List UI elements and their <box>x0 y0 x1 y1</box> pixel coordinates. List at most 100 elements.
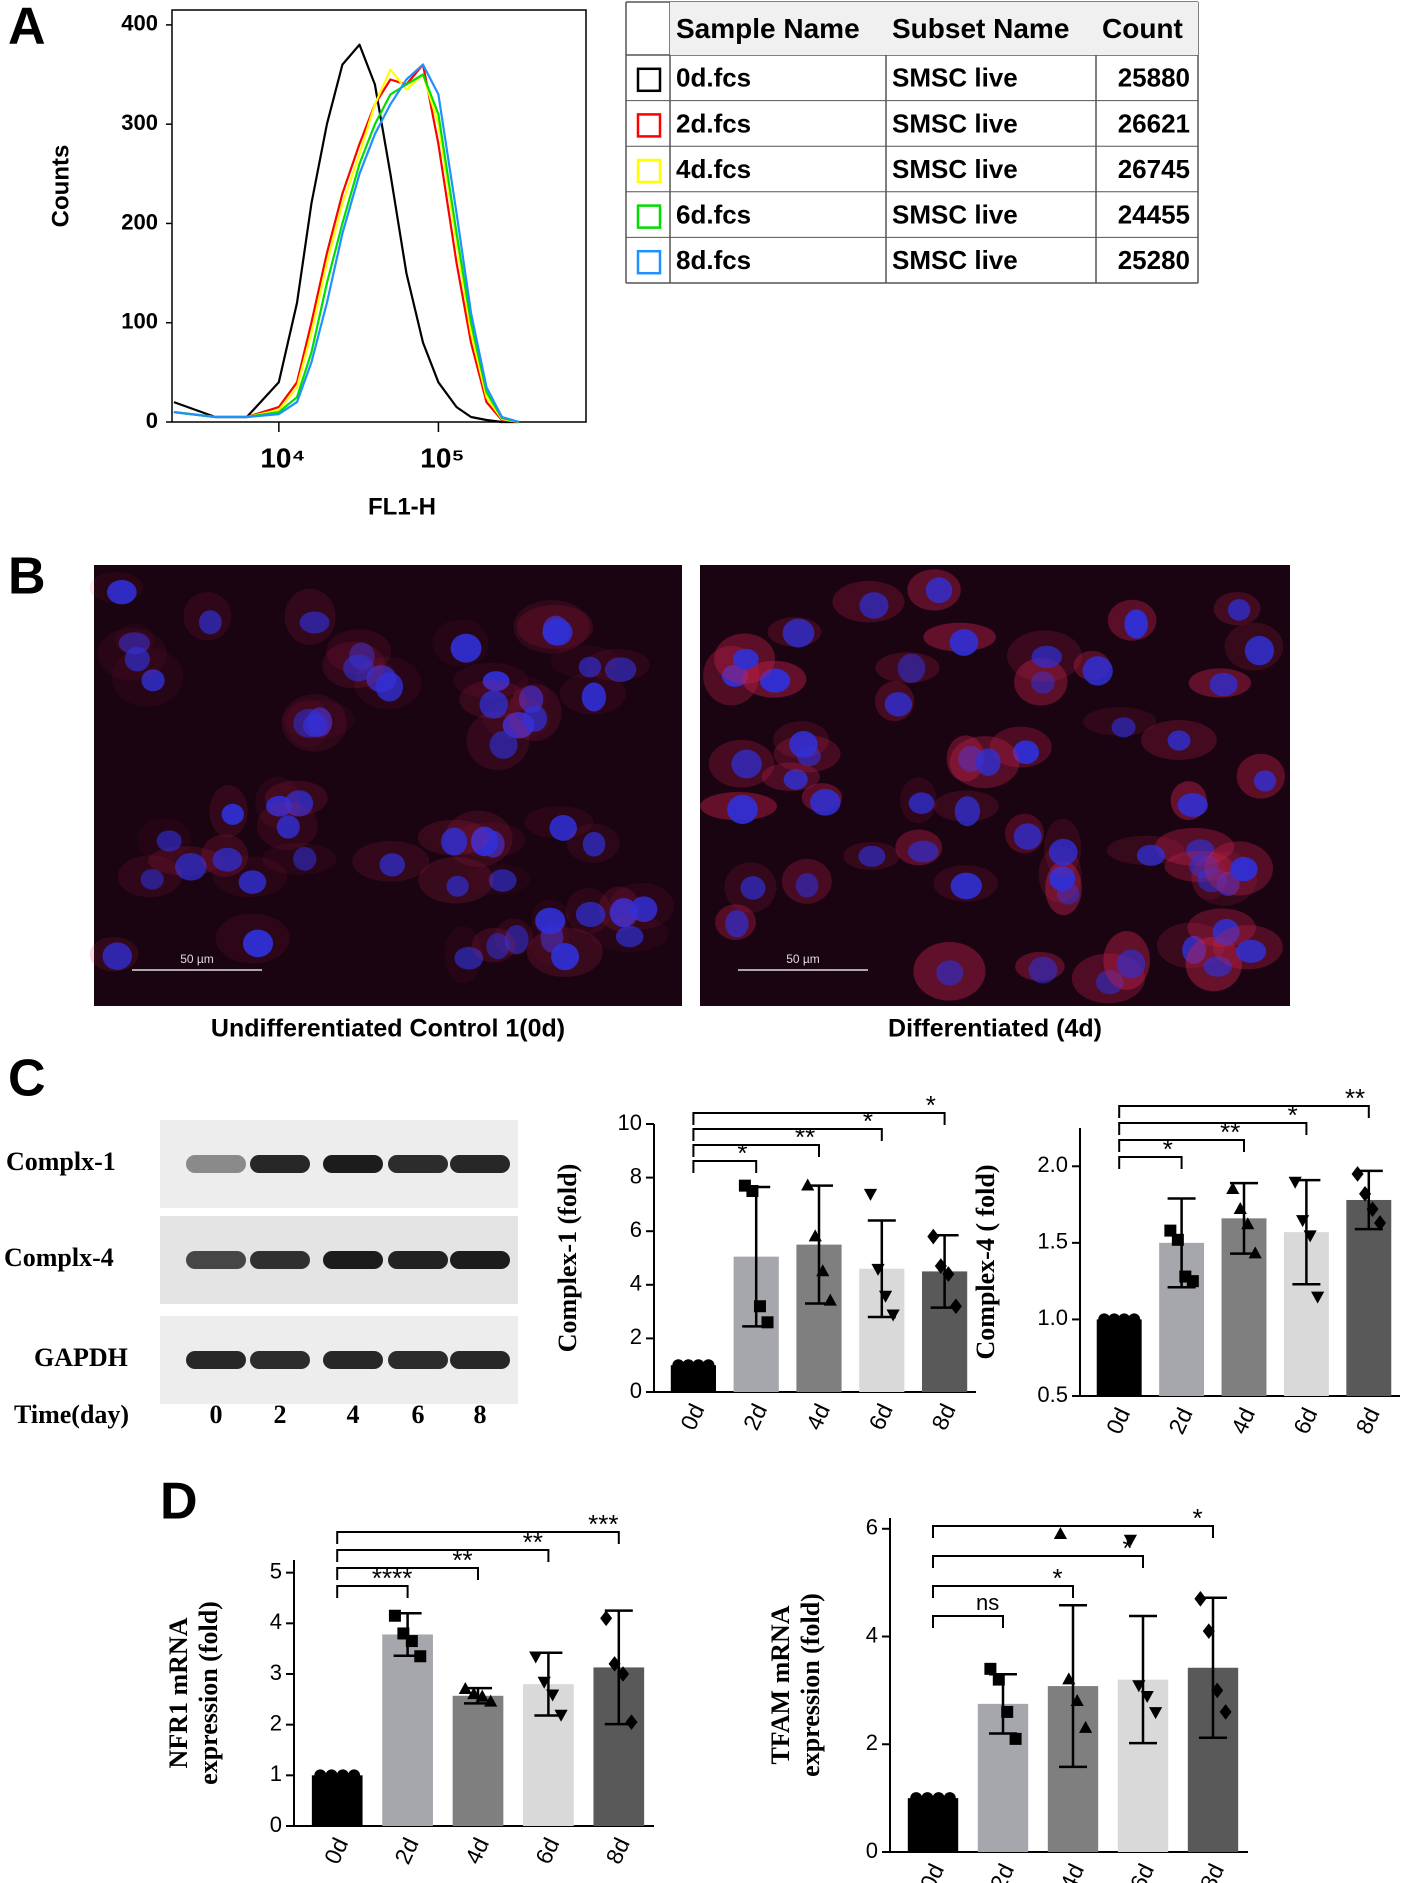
cell-nucleus <box>810 788 841 816</box>
micrograph <box>94 565 682 1006</box>
bar <box>1346 1199 1392 1396</box>
cell-nucleus <box>242 929 274 958</box>
cell-nucleus <box>1031 671 1055 694</box>
cell-nucleus <box>731 749 762 779</box>
legend-swatch <box>636 113 662 138</box>
cell-nucleus <box>1028 956 1058 984</box>
y-tick-label: 100 <box>121 309 158 334</box>
plot-frame <box>171 9 587 423</box>
table-cell: SMSC live <box>892 154 1018 184</box>
data-point <box>1149 1707 1163 1720</box>
error-bar <box>534 1651 563 1717</box>
significance-bracket <box>1118 1156 1183 1169</box>
table-cell: 26621 <box>1118 108 1190 138</box>
bar <box>452 1695 504 1826</box>
cell-nucleus <box>725 909 749 938</box>
cell-nucleus <box>1124 609 1148 639</box>
y-tick-label: 6 <box>630 1217 642 1242</box>
error-bar <box>867 1219 896 1319</box>
blot-band <box>250 1351 310 1369</box>
scale-bar-label: 50 µm <box>786 952 820 966</box>
y-axis-label: Complex-4 ( fold) <box>971 1165 1000 1360</box>
cell-nucleus <box>908 792 935 814</box>
cell-nucleus <box>1111 717 1136 738</box>
cell-nucleus <box>1136 844 1165 866</box>
error-bar <box>1167 1197 1196 1289</box>
blot-band <box>323 1155 383 1173</box>
blot-lane-label: 4 <box>347 1400 360 1429</box>
histogram-line <box>173 63 520 424</box>
cell-nucleus <box>489 730 518 759</box>
cell-nucleus <box>1212 918 1240 946</box>
blot-band <box>323 1351 383 1369</box>
cell-nucleus <box>1203 956 1232 977</box>
y-tick-label: 400 <box>121 11 158 36</box>
cell-nucleus <box>156 830 182 852</box>
blot-band <box>323 1251 383 1269</box>
legend-label: 4d.fcs <box>676 154 751 184</box>
cell-nucleus <box>950 872 982 900</box>
y-tick-label: 6 <box>866 1515 878 1540</box>
error-bar <box>1230 1181 1258 1255</box>
cell-nucleus <box>1197 867 1227 893</box>
cell-nucleus <box>936 960 964 986</box>
cell-nucleus <box>198 610 222 635</box>
data-point <box>529 1651 543 1664</box>
blot-axis-label: Time(day) <box>14 1400 129 1429</box>
cell-nucleus <box>581 682 607 712</box>
y-tick-label: 0 <box>146 408 158 433</box>
error-bar <box>464 1686 492 1705</box>
significance-bracket <box>692 1128 883 1141</box>
cell-nucleus <box>615 925 644 948</box>
cell-nucleus <box>1253 770 1277 792</box>
data-point <box>1009 1732 1022 1745</box>
cell-nucleus <box>582 831 606 857</box>
table-cell: SMSC live <box>892 245 1018 275</box>
significance-label: * <box>863 1106 873 1136</box>
cell-nucleus <box>604 657 637 683</box>
blot-band <box>450 1155 510 1173</box>
cell-nucleus <box>446 875 469 897</box>
data-point <box>1128 1313 1141 1326</box>
blot-band <box>250 1155 310 1173</box>
cell-nucleus <box>740 876 766 900</box>
data-point <box>949 1298 962 1315</box>
panel-label: D <box>160 1473 198 1531</box>
blot-band <box>186 1155 246 1173</box>
legend-swatch <box>636 158 662 184</box>
blot-lane-label: 6 <box>412 1400 425 1429</box>
cell-nucleus <box>522 705 548 732</box>
error-bar <box>989 1672 1017 1735</box>
significance-bracket <box>692 1144 820 1157</box>
y-axis-label: NFR1 mRNA <box>164 1617 193 1768</box>
cell-nucleus <box>907 840 939 863</box>
y-axis-label: Complex-1 (fold) <box>553 1164 582 1352</box>
y-axis-label: TFAM mRNA <box>766 1605 795 1764</box>
cell-nucleus <box>954 796 981 827</box>
cell-nucleus <box>441 827 468 856</box>
y-tick-label: 1.5 <box>1037 1229 1068 1254</box>
cell-nucleus <box>949 629 979 656</box>
y-tick-label: 3 <box>270 1660 282 1685</box>
y-tick-label: 0 <box>866 1838 878 1863</box>
data-point <box>672 1359 685 1372</box>
significance-label: * <box>737 1138 747 1168</box>
data-point <box>1079 1720 1093 1733</box>
blot-band <box>186 1351 246 1369</box>
legend-swatch <box>636 67 662 93</box>
cell-nucleus <box>175 852 207 881</box>
blot-lane-label: 8 <box>474 1400 487 1429</box>
scale-bar-label: 50 µm <box>180 952 214 966</box>
cell-nucleus <box>107 579 137 605</box>
cell-nucleus <box>1235 939 1267 963</box>
data-point <box>1226 1182 1240 1195</box>
data-point <box>943 1792 956 1805</box>
cell-nucleus <box>343 654 374 682</box>
cell-nucleus <box>450 633 482 663</box>
cell-nucleus <box>925 577 953 604</box>
blot-band <box>250 1251 310 1269</box>
cell-nucleus <box>542 618 573 646</box>
data-point <box>886 1309 900 1322</box>
y-tick-label: 4 <box>866 1622 878 1647</box>
blot-band <box>450 1351 510 1369</box>
